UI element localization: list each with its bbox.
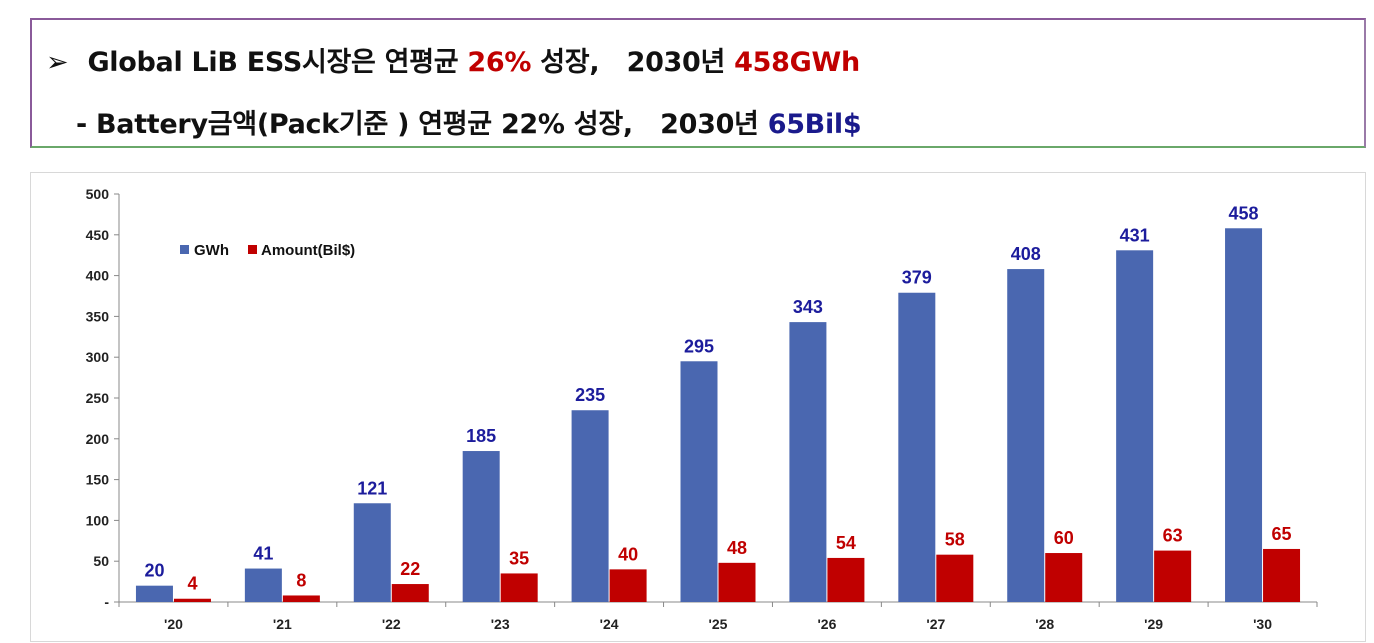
x-tick-label: '28 xyxy=(1035,616,1054,632)
data-label-gwh: 121 xyxy=(357,478,387,498)
legend-label-gwh: GWh xyxy=(194,242,229,259)
x-tick-label: '26 xyxy=(817,616,836,632)
y-tick-label: 50 xyxy=(93,553,109,569)
bar-amount xyxy=(282,595,320,602)
headline-line-2: - Battery금액(Pack기준 ) 연평균 22% 성장, 2030년 6… xyxy=(76,102,862,141)
bar-amount xyxy=(609,569,647,602)
bar-amount xyxy=(827,557,865,602)
gwh-2030-highlight: 458GWh xyxy=(734,47,860,78)
data-label-gwh: 185 xyxy=(466,426,496,446)
chart-container: - 50 100 150 200 250 300 350 400 450 500 '20 20 4 '21 4… xyxy=(30,172,1366,642)
bar-amount xyxy=(173,598,211,602)
data-label-gwh: 379 xyxy=(902,268,932,288)
bar-amount xyxy=(500,573,538,602)
legend-swatch-amount xyxy=(248,245,257,254)
y-tick-label: 300 xyxy=(86,349,110,365)
y-tick-label: 500 xyxy=(86,186,110,202)
x-tick-label: '30 xyxy=(1253,616,1272,632)
x-tick-label: '29 xyxy=(1144,616,1163,632)
data-label-amount: 58 xyxy=(945,530,965,550)
bar-amount xyxy=(718,562,756,602)
headline-1-text: Global LiB ESS시장은 연평균 xyxy=(87,47,468,78)
bar-gwh xyxy=(1225,228,1263,602)
amount-2030-highlight: 65Bil$ xyxy=(767,109,862,140)
x-tick-label: '24 xyxy=(600,616,619,632)
y-tick-label: 450 xyxy=(86,227,110,243)
bar-gwh xyxy=(1116,250,1154,602)
data-label-gwh: 295 xyxy=(684,336,714,356)
y-tick-label: 350 xyxy=(86,308,110,324)
x-tick-label: '21 xyxy=(273,616,292,632)
y-tick-label: 400 xyxy=(86,268,110,284)
x-tick-label: '27 xyxy=(926,616,945,632)
bar-gwh xyxy=(789,322,827,602)
bar-gwh xyxy=(462,451,500,602)
x-tick-label: '25 xyxy=(709,616,728,632)
bar-amount xyxy=(1263,548,1301,602)
data-label-gwh: 408 xyxy=(1011,244,1041,264)
bar-chart: - 50 100 150 200 250 300 350 400 450 500 '20 20 4 '21 4… xyxy=(86,186,1318,632)
x-tick-label: '23 xyxy=(491,616,510,632)
y-tick-label: 100 xyxy=(86,512,110,528)
x-tick-label: '22 xyxy=(382,616,401,632)
bar-gwh xyxy=(1007,269,1045,602)
y-tick-label: 200 xyxy=(86,431,110,447)
data-label-amount: 63 xyxy=(1163,526,1183,546)
bar-gwh xyxy=(898,292,936,602)
bar-gwh xyxy=(680,361,718,602)
legend-label-amount: Amount(Bil$) xyxy=(261,242,355,259)
y-tick-label: 150 xyxy=(86,472,110,488)
data-label-gwh: 20 xyxy=(144,561,164,581)
bar-amount xyxy=(391,584,429,602)
bar-gwh xyxy=(571,410,609,602)
data-label-amount: 54 xyxy=(836,533,856,553)
data-label-amount: 60 xyxy=(1054,528,1074,548)
bar-amount xyxy=(1045,553,1083,602)
headline-2-text: - Battery금액(Pack기준 ) 연평균 22% 성장, 2030년 xyxy=(76,109,768,140)
data-label-amount: 40 xyxy=(618,544,638,564)
data-label-gwh: 41 xyxy=(253,544,273,564)
bar-gwh xyxy=(353,503,391,602)
legend-swatch-gwh xyxy=(180,245,189,254)
data-label-gwh: 343 xyxy=(793,297,823,317)
headline-box: ➢ Global LiB ESS시장은 연평균 26% 성장, 2030년 45… xyxy=(30,18,1366,148)
data-label-amount: 4 xyxy=(187,574,197,594)
cagr-highlight: 26% xyxy=(467,47,532,78)
data-label-gwh: 458 xyxy=(1229,203,1259,223)
data-label-amount: 48 xyxy=(727,538,747,558)
data-label-amount: 8 xyxy=(296,570,306,590)
data-label-gwh: 431 xyxy=(1120,225,1150,245)
bar-amount xyxy=(1154,550,1192,602)
data-label-amount: 22 xyxy=(400,559,420,579)
data-label-amount: 35 xyxy=(509,548,529,568)
data-label-gwh: 235 xyxy=(575,385,605,405)
headline-1-middle: 성장, 2030년 xyxy=(531,47,735,78)
bullet-arrow-icon: ➢ xyxy=(46,47,69,78)
bar-gwh xyxy=(244,568,282,602)
bar-amount xyxy=(936,554,974,602)
y-tick-label: - xyxy=(104,594,109,610)
bar-gwh xyxy=(135,585,173,602)
data-label-amount: 65 xyxy=(1272,524,1292,544)
headline-line-1: ➢ Global LiB ESS시장은 연평균 26% 성장, 2030년 45… xyxy=(46,40,860,79)
y-tick-label: 250 xyxy=(86,390,110,406)
x-tick-label: '20 xyxy=(164,616,183,632)
